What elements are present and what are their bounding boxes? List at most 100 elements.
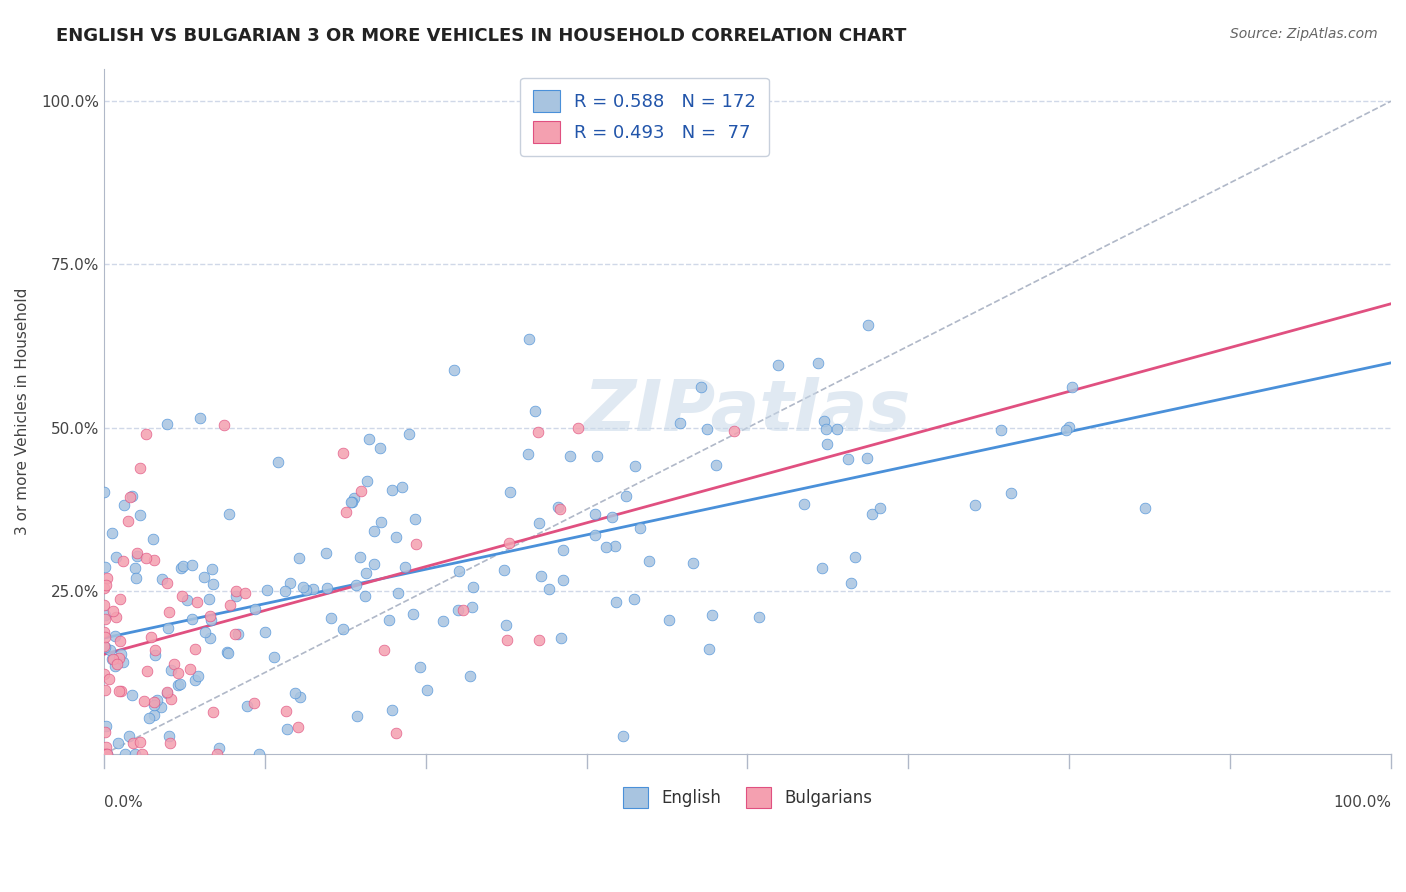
Point <box>1054 423 1077 437</box>
Point <box>117 515 139 529</box>
Point <box>335 505 357 519</box>
Text: ENGLISH VS BULGARIAN 3 OR MORE VEHICLES IN HOUSEHOLD CORRELATION CHART: ENGLISH VS BULGARIAN 3 OR MORE VEHICLES … <box>56 27 907 45</box>
Point <box>860 507 883 521</box>
Point <box>856 450 879 465</box>
Point <box>159 736 181 750</box>
Point <box>142 552 165 566</box>
Point <box>94 682 117 697</box>
Point <box>93 747 115 762</box>
Point <box>567 420 589 434</box>
Point <box>198 631 221 645</box>
Point <box>381 483 404 497</box>
Point <box>494 563 516 577</box>
Point <box>519 332 541 346</box>
Point <box>94 608 117 623</box>
Point <box>101 652 124 666</box>
Point <box>157 729 180 743</box>
Point <box>332 446 354 460</box>
Point <box>605 595 627 609</box>
Point <box>157 621 180 635</box>
Point <box>658 613 681 627</box>
Point <box>766 358 789 372</box>
Point <box>111 655 134 669</box>
Point <box>548 502 571 516</box>
Point <box>378 613 401 627</box>
Point <box>263 650 285 665</box>
Legend: English, Bulgarians: English, Bulgarians <box>616 780 879 814</box>
Point <box>131 747 153 762</box>
Point <box>357 432 380 446</box>
Point <box>112 498 135 512</box>
Point <box>198 608 221 623</box>
Point <box>108 634 131 648</box>
Point <box>101 525 124 540</box>
Point <box>583 527 606 541</box>
Point <box>124 561 146 575</box>
Point <box>93 625 115 640</box>
Point <box>605 539 627 553</box>
Point <box>101 604 124 618</box>
Point <box>176 592 198 607</box>
Point <box>813 414 835 428</box>
Point <box>529 516 551 530</box>
Point <box>815 422 838 436</box>
Point <box>723 425 745 439</box>
Point <box>186 595 208 609</box>
Point <box>156 575 179 590</box>
Point <box>461 580 484 594</box>
Point <box>105 657 128 671</box>
Point <box>409 660 432 674</box>
Point <box>104 659 127 673</box>
Point <box>226 627 249 641</box>
Point <box>179 662 201 676</box>
Point <box>623 592 645 607</box>
Point <box>143 648 166 663</box>
Point <box>187 669 209 683</box>
Point <box>669 416 692 430</box>
Point <box>527 425 550 439</box>
Point <box>349 550 371 565</box>
Point <box>316 581 339 595</box>
Point <box>586 450 609 464</box>
Point <box>273 583 295 598</box>
Point <box>127 546 149 560</box>
Point <box>315 546 337 560</box>
Point <box>94 640 117 655</box>
Point <box>266 455 288 469</box>
Y-axis label: 3 or more Vehicles in Household: 3 or more Vehicles in Household <box>15 288 30 535</box>
Point <box>215 645 238 659</box>
Point <box>1000 486 1022 500</box>
Point <box>224 627 246 641</box>
Point <box>284 686 307 700</box>
Point <box>404 512 426 526</box>
Point <box>225 584 247 599</box>
Point <box>111 553 134 567</box>
Point <box>129 508 152 522</box>
Point <box>135 551 157 566</box>
Point <box>129 461 152 475</box>
Point <box>142 532 165 546</box>
Point <box>537 582 560 596</box>
Point <box>416 682 439 697</box>
Point <box>370 515 392 529</box>
Point <box>135 426 157 441</box>
Point <box>93 666 115 681</box>
Point <box>391 480 413 494</box>
Point <box>190 410 212 425</box>
Point <box>498 535 520 549</box>
Point <box>129 735 152 749</box>
Point <box>163 657 186 672</box>
Point <box>319 611 342 625</box>
Point <box>139 630 162 644</box>
Point <box>169 677 191 691</box>
Point <box>256 583 278 598</box>
Point <box>233 585 256 599</box>
Point <box>363 524 385 538</box>
Point <box>120 490 142 504</box>
Point <box>278 576 301 591</box>
Point <box>217 646 239 660</box>
Point <box>218 508 240 522</box>
Point <box>94 739 117 754</box>
Point <box>385 726 408 740</box>
Point <box>94 560 117 574</box>
